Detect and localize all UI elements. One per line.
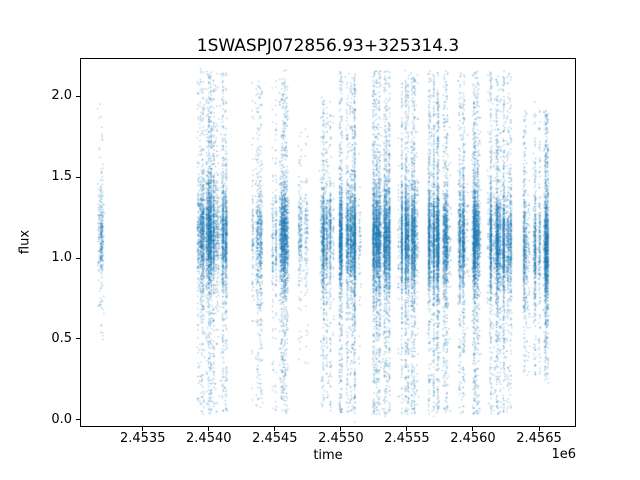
- y-tick-label: 0.0: [51, 411, 72, 427]
- x-tick-label: 2.4550: [318, 431, 364, 446]
- x-tick-label: 2.4565: [516, 431, 562, 446]
- x-tick-mark: [538, 427, 540, 431]
- x-axis-offset-label: 1e6: [551, 447, 576, 462]
- x-tick-label: 2.4540: [186, 431, 232, 446]
- y-tick-label: 2.0: [51, 88, 72, 104]
- y-tick-mark: [76, 176, 80, 178]
- x-tick-mark: [406, 427, 408, 431]
- x-tick-mark: [208, 427, 210, 431]
- x-tick-mark: [340, 427, 342, 431]
- y-tick-mark: [76, 95, 80, 97]
- y-tick-label: 0.5: [51, 330, 72, 346]
- x-tick-label: 2.4545: [252, 431, 298, 446]
- y-tick-mark: [76, 338, 80, 340]
- x-tick-mark: [142, 427, 144, 431]
- plot-title: 1SWASPJ072856.93+325314.3: [196, 36, 460, 56]
- x-tick-mark: [274, 427, 276, 431]
- y-tick-mark: [76, 419, 80, 421]
- y-tick-mark: [76, 257, 80, 259]
- x-tick-label: 2.4535: [119, 431, 166, 446]
- y-tick-label: 1.5: [51, 169, 72, 185]
- x-tick-label: 2.4560: [450, 431, 496, 446]
- x-tick-mark: [472, 427, 474, 431]
- plot-area: [80, 58, 576, 427]
- y-tick-label: 1.0: [51, 250, 72, 266]
- x-axis-label: time: [313, 448, 343, 463]
- x-tick-label: 2.4555: [384, 431, 430, 446]
